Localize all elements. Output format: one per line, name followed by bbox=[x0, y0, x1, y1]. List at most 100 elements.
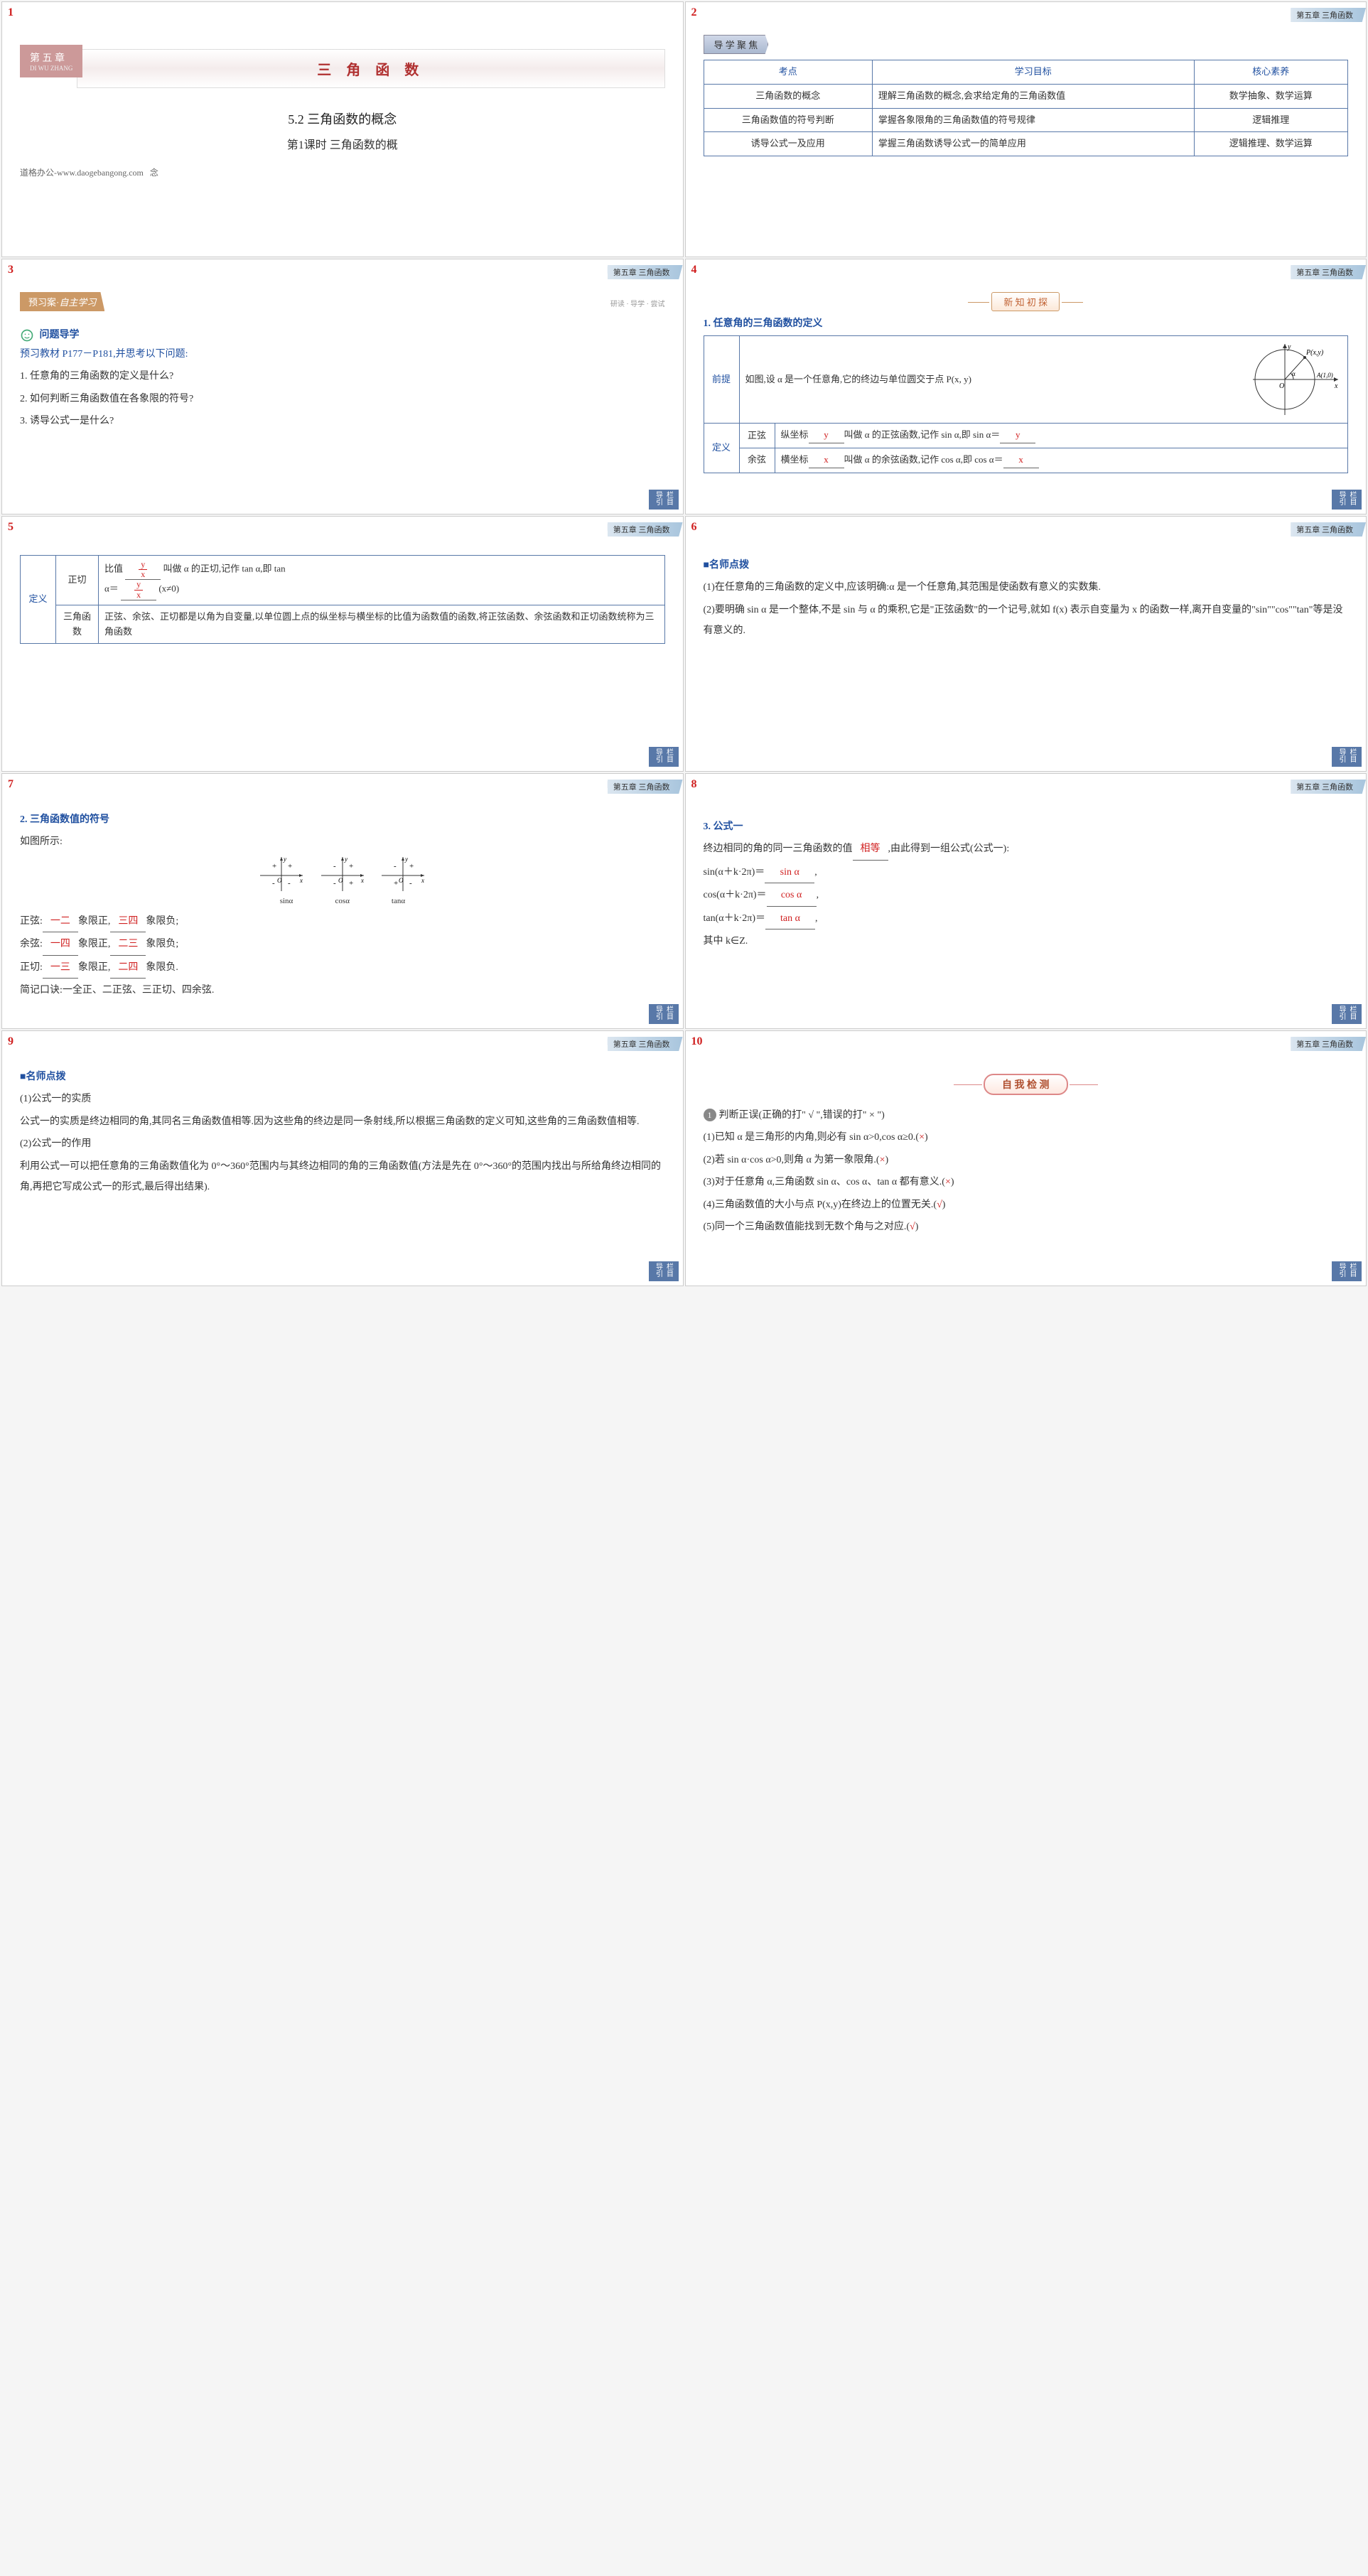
question-body: 预习教材 P177－P181,并思考以下问题: 1. 任意角的三角函数的定义是什… bbox=[20, 344, 665, 432]
header-band: 第五章 三角函数 bbox=[1291, 8, 1366, 22]
header-band: 第五章 三角函数 bbox=[1291, 780, 1366, 794]
footer-nav[interactable]: 栏目导引 bbox=[1332, 1261, 1362, 1281]
premise-cell: 如图,设 α 是一个任意角,它的终边与单位圆交于点 P(x, y) P(x,y)… bbox=[739, 336, 1348, 424]
chapter-tag: 第 五 章 DI WU ZHANG bbox=[20, 45, 82, 77]
svg-text:x: x bbox=[421, 877, 424, 884]
footer-nav[interactable]: 栏目导引 bbox=[1332, 490, 1362, 510]
svg-text:α: α bbox=[1292, 370, 1296, 377]
slide-number: 5 bbox=[8, 521, 14, 534]
note-head: ■名师点拨 bbox=[704, 555, 1349, 576]
table-header-row: 考点 学习目标 核心素养 bbox=[704, 60, 1348, 85]
p1: 公式一的实质是终边相同的角,其同名三角函数值相等.因为这些角的终边是同一条射线,… bbox=[20, 1111, 665, 1132]
slide-2: 2 第五章 三角函数 导 学 聚 焦 考点 学习目标 核心素养 三角函数的概念理… bbox=[685, 1, 1367, 257]
band-em: 自主学习 bbox=[59, 297, 96, 308]
def-label: 定义 bbox=[21, 556, 56, 644]
svg-text:x: x bbox=[1334, 382, 1338, 390]
blank-frac: yx bbox=[125, 560, 161, 580]
svg-text:+: + bbox=[272, 862, 276, 871]
t: 叫做 α 的正切,记作 tan α,即 tan bbox=[163, 564, 286, 574]
svg-text:-: - bbox=[272, 879, 275, 888]
note-body: ■名师点拨 (1)公式一的实质 公式一的实质是终边相同的角,其同名三角函数值相等… bbox=[20, 1067, 665, 1197]
t: 比值 bbox=[104, 564, 123, 574]
def-label: 定义 bbox=[704, 424, 739, 473]
svg-text:A(1,0): A(1,0) bbox=[1316, 372, 1333, 379]
sin-label: 正弦 bbox=[739, 424, 775, 448]
footer-nav[interactable]: 栏目导引 bbox=[1332, 747, 1362, 767]
p1: (1)在任意角的三角函数的定义中,应该明确:α 是一个任意角,其范围是使函数有意… bbox=[704, 577, 1349, 598]
slide-number: 6 bbox=[691, 521, 697, 534]
th-topic: 考点 bbox=[704, 60, 872, 85]
url-tail: 念 bbox=[150, 168, 158, 178]
sign-body: 2. 三角函数值的符号 如图所示: ++--Oxy -+-+Oxy -++-Ox… bbox=[20, 809, 665, 1001]
table-row: 定义 正弦 纵坐标y叫做 α 的正弦函数,记作 sin α,即 sin α＝y bbox=[704, 424, 1348, 448]
slide-number: 2 bbox=[691, 6, 697, 19]
t: 横坐标 bbox=[781, 454, 809, 465]
slide-1: 1 第 五 章 DI WU ZHANG 三 角 函 数 5.2 三角函数的概念 … bbox=[1, 1, 684, 257]
circle-num-icon: 1 bbox=[704, 1109, 716, 1121]
cos-label: 余弦 bbox=[739, 448, 775, 473]
new-knowledge-pill: 新 知 初 探 bbox=[991, 292, 1060, 311]
header-band: 第五章 三角函数 bbox=[1291, 522, 1366, 537]
blank: y bbox=[809, 428, 844, 443]
slide-6: 6 第五章 三角函数 ■名师点拨 (1)在任意角的三角函数的定义中,应该明确:α… bbox=[685, 516, 1367, 772]
p2: 利用公式一可以把任意角的三角函数值化为 0°～360°范围内与其终边相同的角的三… bbox=[20, 1156, 665, 1198]
note-head: ■名师点拨 bbox=[20, 1067, 665, 1087]
slide-10: 10 第五章 三角函数 自 我 检 测 1判断正误(正确的打" √ ",错误的打… bbox=[685, 1030, 1367, 1286]
title-band: 三 角 函 数 bbox=[77, 49, 665, 88]
slide-number: 10 bbox=[691, 1035, 703, 1048]
f3: tan(α＋k·2π)＝tan α, bbox=[704, 908, 1349, 929]
footer-nav[interactable]: 栏目导引 bbox=[649, 1261, 679, 1281]
footer-nav[interactable]: 栏目导引 bbox=[649, 1004, 679, 1024]
header-band: 第五章 三角函数 bbox=[608, 522, 683, 537]
definition-table: 前提 如图,设 α 是一个任意角,它的终边与单位圆交于点 P(x, y) P(x… bbox=[704, 335, 1349, 473]
gear-icon bbox=[20, 328, 34, 343]
intro: 预习教材 P177－P181,并思考以下问题: bbox=[20, 344, 665, 365]
th-goal: 学习目标 bbox=[872, 60, 1194, 85]
q4: (4)三角函数值的大小与点 P(x,y)在终边上的位置无关.(√) bbox=[704, 1195, 1349, 1215]
self-check-pill: 自 我 检 测 bbox=[984, 1074, 1068, 1095]
cell: 理解三角函数的概念,会求给定角的三角函数值 bbox=[872, 84, 1194, 108]
band-text: 预习案· bbox=[28, 297, 59, 308]
footer-nav[interactable]: 栏目导引 bbox=[649, 490, 679, 510]
cos-cell: 横坐标x叫做 α 的余弦函数,记作 cos α,即 cos α＝x bbox=[775, 448, 1348, 473]
table-row: 三角函数 正弦、余弦、正切都是以角为自变量,以单位圆上点的纵坐标与横坐标的比值为… bbox=[21, 605, 665, 644]
t: 叫做 α 的正弦函数,记作 sin α,即 sin α＝ bbox=[844, 429, 1001, 440]
sign-title: 2. 三角函数值的符号 bbox=[20, 809, 665, 830]
cell: 逻辑推理 bbox=[1194, 108, 1347, 132]
footer-nav[interactable]: 栏目导引 bbox=[1332, 1004, 1362, 1024]
slide-8: 8 第五章 三角函数 3. 公式一 终边相同的角的同一三角函数的值相等,由此得到… bbox=[685, 773, 1367, 1029]
h1: (1)公式一的实质 bbox=[20, 1089, 665, 1109]
svg-text:x: x bbox=[360, 877, 364, 884]
svg-text:x: x bbox=[299, 877, 303, 884]
trig-text: 正弦、余弦、正切都是以角为自变量,以单位圆上点的纵坐标与横坐标的比值为函数值的函… bbox=[99, 605, 665, 644]
mnemonic: 简记口诀:一全正、二正弦、三正切、四余弦. bbox=[20, 980, 665, 1001]
svg-text:+: + bbox=[409, 862, 414, 871]
table-row: 前提 如图,设 α 是一个任意角,它的终边与单位圆交于点 P(x, y) P(x… bbox=[704, 336, 1348, 424]
lbl: tanα bbox=[372, 893, 426, 910]
tan-label: 正切 bbox=[56, 556, 99, 605]
formula-body: 3. 公式一 终边相同的角的同一三角函数的值相等,由此得到一组公式(公式一): … bbox=[704, 817, 1349, 952]
tail: 其中 k∈Z. bbox=[704, 931, 1349, 952]
svg-text:y: y bbox=[1287, 343, 1291, 351]
svg-text:O: O bbox=[1279, 382, 1284, 390]
premise-text: 如图,设 α 是一个任意角,它的终边与单位圆交于点 P(x, y) bbox=[745, 372, 1250, 387]
table-row: 诱导公式一及应用掌握三角函数诱导公式一的简单应用逻辑推理、数学运算 bbox=[704, 132, 1348, 156]
formula-title: 3. 公式一 bbox=[704, 817, 1349, 837]
header-band: 第五章 三角函数 bbox=[608, 780, 683, 794]
svg-text:O: O bbox=[277, 877, 282, 884]
premise-label: 前提 bbox=[704, 336, 739, 424]
svg-text:+: + bbox=[288, 862, 292, 871]
q1: (1)已知 α 是三角形的内角,则必有 sin α>0,cos α≥0.(×) bbox=[704, 1127, 1349, 1148]
slide-number: 7 bbox=[8, 778, 14, 791]
t: α＝ bbox=[104, 583, 119, 594]
svg-text:+: + bbox=[394, 879, 398, 888]
intro: 终边相同的角的同一三角函数的值相等,由此得到一组公式(公式一): bbox=[704, 839, 1349, 860]
slide-4: 4 第五章 三角函数 新 知 初 探 1. 任意角的三角函数的定义 前提 如图,… bbox=[685, 259, 1367, 514]
blank: x bbox=[809, 453, 844, 468]
table-row: 余弦 横坐标x叫做 α 的余弦函数,记作 cos α,即 cos α＝x bbox=[704, 448, 1348, 473]
cell: 诱导公式一及应用 bbox=[704, 132, 872, 156]
slide-number: 1 bbox=[8, 6, 14, 19]
footer-nav[interactable]: 栏目导引 bbox=[649, 747, 679, 767]
cell: 数学抽象、数学运算 bbox=[1194, 84, 1347, 108]
header-band: 第五章 三角函数 bbox=[1291, 265, 1366, 279]
